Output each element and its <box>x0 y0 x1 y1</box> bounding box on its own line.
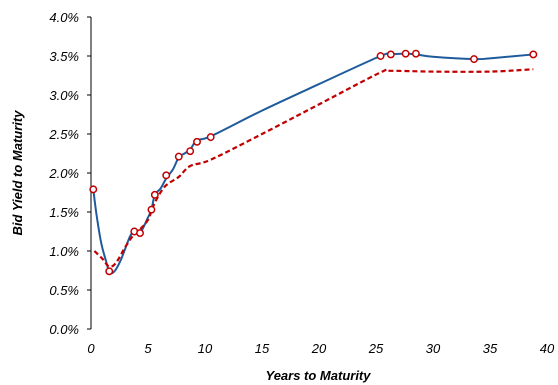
data-point-11 <box>376 52 385 60</box>
data-point-10 <box>206 133 215 142</box>
data-point-1 <box>105 267 114 276</box>
x-tick-label-3: 15 <box>255 341 270 356</box>
x-tick-label-2: 10 <box>198 341 213 356</box>
series-layer <box>92 52 534 275</box>
x-tick-label-4: 20 <box>311 341 327 356</box>
y-tick-label-7: 3.5% <box>49 49 79 64</box>
data-point-12 <box>386 50 395 59</box>
data-point-15 <box>470 55 478 64</box>
data-point-3 <box>136 229 144 238</box>
x-tick-label-5: 25 <box>368 341 384 356</box>
data-point-5 <box>150 190 159 199</box>
x-tick-label-7: 35 <box>483 341 498 356</box>
x-axis-ticks: 0 5 10 15 20 25 30 35 40 <box>87 341 555 356</box>
marker-layer <box>89 49 538 276</box>
y-tick-label-4: 2.0% <box>48 166 79 181</box>
y-tick-label-0: 0.0% <box>49 322 79 337</box>
x-tick-label-6: 30 <box>426 341 441 356</box>
data-point-8 <box>186 147 195 156</box>
y-tick-label-5: 2.5% <box>48 127 79 142</box>
y-tick-label-2: 1.0% <box>49 244 79 259</box>
data-point-14 <box>411 49 420 58</box>
series-1-line <box>93 68 534 268</box>
y-axis-title: Bid Yield to Maturity <box>10 110 25 236</box>
x-tick-label-8: 40 <box>540 341 555 356</box>
x-tick-label-0: 0 <box>87 341 95 356</box>
y-tick-label-8: 4.0% <box>49 10 79 25</box>
y-tick-label-3: 1.5% <box>49 205 79 220</box>
data-point-0 <box>89 185 98 194</box>
data-point-13 <box>401 49 410 58</box>
series-0-line <box>92 52 534 275</box>
data-point-7 <box>174 152 183 161</box>
data-point-9 <box>193 137 201 146</box>
data-point-16 <box>529 50 538 59</box>
x-axis-title: Years to Maturity <box>266 368 372 383</box>
y-axis-ticks: 0.0% 0.5% 1.0% 1.5% 2.0% 2.5% 3.0% 3.5% 4.0% <box>48 10 91 337</box>
y-tick-label-1: 0.5% <box>49 283 79 298</box>
y-tick-label-6: 3.0% <box>49 88 79 103</box>
data-point-4 <box>147 205 156 214</box>
x-tick-label-1: 5 <box>144 341 152 356</box>
data-point-6 <box>162 171 171 180</box>
